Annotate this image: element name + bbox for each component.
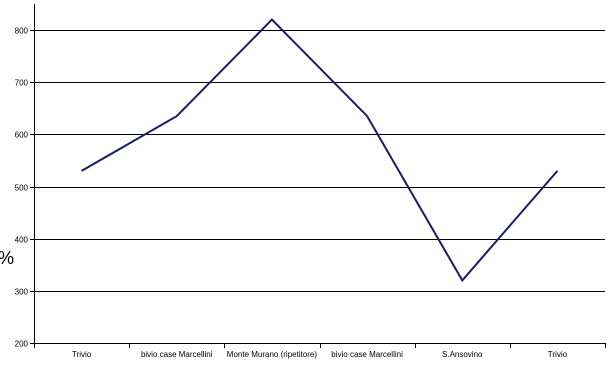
y-tick-label-200: 200 <box>15 340 29 349</box>
x-tick-label-1: bivio case Marcellini <box>141 350 213 359</box>
x-tick-labels: Trivio bivio case Marcellini Monte Murano … <box>72 350 568 359</box>
axes <box>30 4 606 348</box>
series <box>82 20 558 281</box>
y-tick-label-600: 600 <box>15 131 29 140</box>
x-tick-label-0: Trivio <box>72 350 92 359</box>
gridlines <box>34 31 605 292</box>
x-tick-label-5: Trivio <box>548 350 568 359</box>
x-tick-label-4: S.Ansovino <box>442 350 483 359</box>
cropped-axis-label: % <box>0 248 14 268</box>
y-tick-labels: 200 300 400 500 600 700 800 <box>15 27 29 349</box>
y-tick-label-700: 700 <box>15 79 29 88</box>
y-tick-label-500: 500 <box>15 184 29 193</box>
x-tick-label-2: Monte Murano (ripetitore) <box>227 350 318 359</box>
y-tick-label-400: 400 <box>15 236 29 245</box>
series-line-0 <box>82 20 558 281</box>
y-tick-label-300: 300 <box>15 288 29 297</box>
x-tick-label-3: bivio case Marcellini <box>331 350 403 359</box>
y-tick-label-800: 800 <box>15 27 29 36</box>
